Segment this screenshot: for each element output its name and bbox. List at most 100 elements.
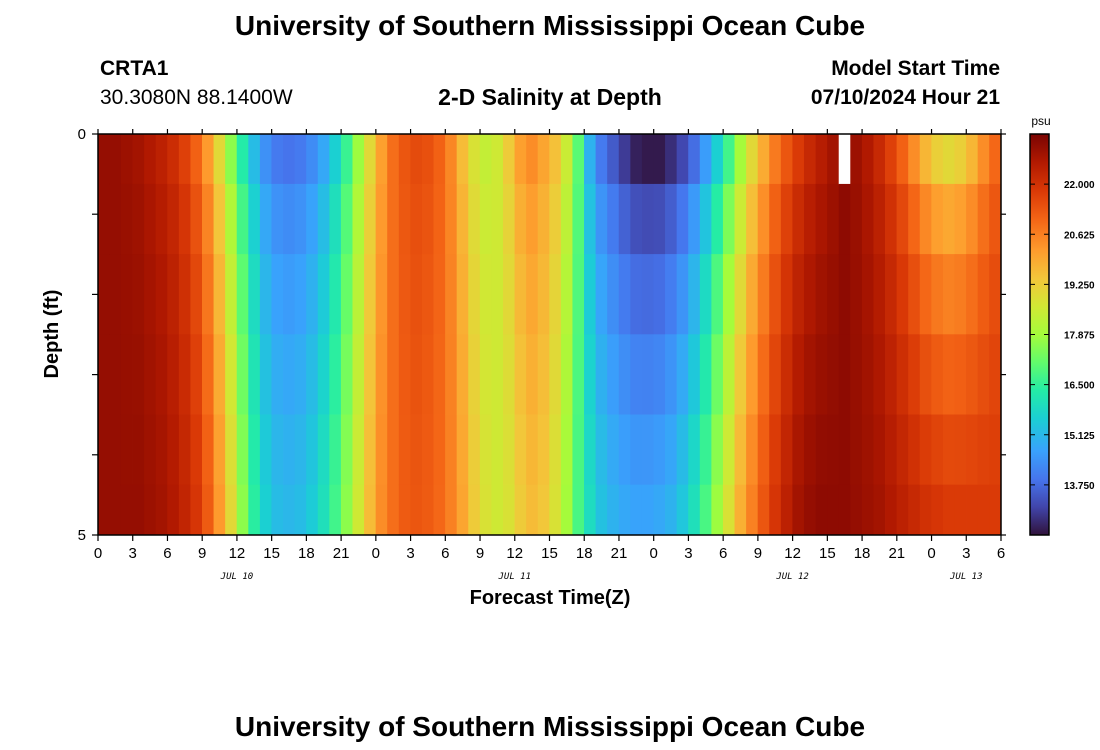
heatmap-cell xyxy=(201,254,214,335)
heatmap-cell xyxy=(942,254,955,335)
heatmap-cell xyxy=(317,254,330,335)
x-tick-label: 12 xyxy=(229,545,246,562)
heatmap-cell xyxy=(792,414,805,486)
heatmap-cell xyxy=(688,414,701,486)
heatmap-cell xyxy=(109,334,122,415)
heatmap-cell xyxy=(421,183,434,255)
heatmap-cell xyxy=(445,133,458,185)
heatmap-cell xyxy=(815,133,828,185)
heatmap-cell xyxy=(549,484,562,536)
heatmap-cell xyxy=(456,183,469,255)
heatmap-cell xyxy=(711,183,724,255)
heatmap-cell xyxy=(97,254,110,335)
heatmap-cell xyxy=(97,334,110,415)
heatmap-cell xyxy=(410,484,423,536)
x-tick-label: 3 xyxy=(406,545,414,562)
heatmap-cell xyxy=(885,183,898,255)
heatmap-cell xyxy=(167,334,180,415)
heatmap-cell xyxy=(815,414,828,486)
heatmap-cell xyxy=(433,183,446,255)
heatmap-cell xyxy=(167,484,180,536)
heatmap-cell xyxy=(213,334,226,415)
heatmap-cell xyxy=(989,414,1002,486)
heatmap-cell xyxy=(942,414,955,486)
heatmap-cell xyxy=(479,334,492,415)
heatmap-cell xyxy=(213,254,226,335)
heatmap-cell xyxy=(792,183,805,255)
heatmap-cell xyxy=(236,414,249,486)
heatmap-cell xyxy=(364,334,377,415)
heatmap-cell xyxy=(954,183,967,255)
heatmap-cell xyxy=(815,334,828,415)
heatmap-cell xyxy=(502,414,515,486)
heatmap-cell xyxy=(885,133,898,185)
heatmap-cell xyxy=(491,254,504,335)
heatmap-cell xyxy=(850,484,863,536)
heatmap-cell xyxy=(537,414,550,486)
heatmap-cell xyxy=(468,484,481,536)
heatmap-cell xyxy=(699,183,712,255)
heatmap-cell xyxy=(769,414,782,486)
heatmap-cell xyxy=(502,334,515,415)
heatmap-cell xyxy=(306,133,319,185)
x-tick-label: 15 xyxy=(263,545,280,562)
heatmap-cell xyxy=(155,414,168,486)
x-tick-label: 15 xyxy=(541,545,558,562)
heatmap-cell xyxy=(861,254,874,335)
heatmap-cell xyxy=(120,414,133,486)
heatmap-cell xyxy=(803,254,816,335)
x-tick-label: 9 xyxy=(198,545,206,562)
heatmap-cell xyxy=(688,183,701,255)
heatmap-cell xyxy=(456,414,469,486)
heatmap-cell xyxy=(178,254,191,335)
heatmap-cell xyxy=(780,484,793,536)
heatmap-cell xyxy=(560,254,573,335)
heatmap-cell xyxy=(942,133,955,185)
heatmap-cell xyxy=(989,334,1002,415)
heatmap-cell xyxy=(560,414,573,486)
heatmap-cell xyxy=(560,334,573,415)
colorbar-tick-label: 15.125 xyxy=(1064,431,1095,442)
heatmap-cell xyxy=(120,254,133,335)
heatmap-cell xyxy=(306,254,319,335)
colorbar-tick-label: 16.500 xyxy=(1064,381,1095,392)
x-tick-label: 18 xyxy=(576,545,593,562)
heatmap-cell xyxy=(722,484,735,536)
heatmap-cell xyxy=(225,133,238,185)
heatmap-cell xyxy=(225,484,238,536)
colorbar: 22.000 20.625 19.250 17.875 16.500 15.125 13.7… xyxy=(1029,133,1095,536)
heatmap-cell xyxy=(838,133,851,185)
heatmap-cell xyxy=(398,254,411,335)
heatmap-cell xyxy=(954,414,967,486)
heatmap-cell xyxy=(109,183,122,255)
heatmap-cell xyxy=(966,334,979,415)
colorbar-tick-label: 17.875 xyxy=(1064,331,1095,342)
heatmap-cell xyxy=(827,484,840,536)
heatmap-cell xyxy=(329,183,342,255)
heatmap-cell xyxy=(549,414,562,486)
heatmap-cell xyxy=(919,133,932,185)
heatmap-cell xyxy=(526,254,539,335)
heatmap-cell xyxy=(885,334,898,415)
heatmap-cell xyxy=(676,334,689,415)
heatmap-cell xyxy=(618,254,631,335)
heatmap-cell xyxy=(792,254,805,335)
heatmap-cell xyxy=(340,414,353,486)
heatmap-cell xyxy=(178,183,191,255)
heatmap-cell xyxy=(502,183,515,255)
heatmap-cell xyxy=(201,334,214,415)
heatmap-cell xyxy=(144,183,157,255)
heatmap-cell xyxy=(780,254,793,335)
heatmap-cell xyxy=(248,183,261,255)
heatmap-cells xyxy=(97,133,1002,536)
model-start-label: Model Start Time xyxy=(831,57,1000,80)
heatmap-cell xyxy=(792,133,805,185)
heatmap-cell xyxy=(618,484,631,536)
heatmap-cell xyxy=(966,183,979,255)
heatmap-cell xyxy=(989,484,1002,536)
heatmap-cell xyxy=(896,254,909,335)
heatmap-cell xyxy=(445,183,458,255)
heatmap-cell xyxy=(746,484,759,536)
heatmap-cell xyxy=(387,414,400,486)
heatmap-cell xyxy=(734,254,747,335)
